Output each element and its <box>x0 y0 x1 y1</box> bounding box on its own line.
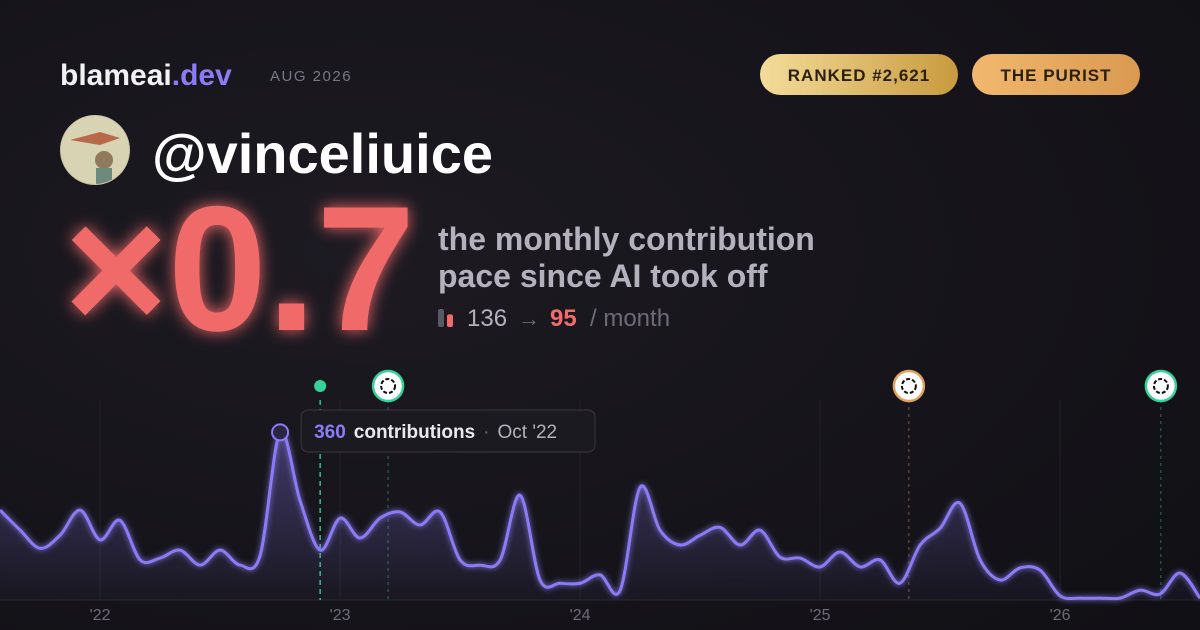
description: pace since AI took off <box>438 258 768 294</box>
event-dot <box>314 380 327 392</box>
pace-bar <box>438 309 444 327</box>
x-tick-label: '22 <box>90 607 111 624</box>
brand: blameai.dev <box>60 59 232 92</box>
after-value: 95 <box>550 305 577 332</box>
tooltip: 360 contributions · Oct '22 <box>314 422 557 443</box>
badge <box>760 54 958 95</box>
tooltip-unit: contributions <box>354 422 475 443</box>
highlight-point <box>271 423 290 442</box>
unit: / month <box>590 305 670 332</box>
contribution-chart: '22 '23 '24 '25 '26 360 contributions · Oct '22 <box>0 369 1200 624</box>
event-icon-glyph <box>900 378 917 394</box>
badge-label: RANKED #2,621 <box>788 66 930 85</box>
tooltip-date: Oct '22 <box>498 422 558 443</box>
handle: @vinceliuice <box>152 122 493 185</box>
tooltip-box <box>300 409 596 453</box>
event-icon <box>371 369 405 403</box>
tooltip-value: 360 <box>314 422 346 443</box>
brand-suffix: .dev <box>172 59 232 92</box>
pace: 136 → 95 / month <box>438 305 670 332</box>
brand-name: blameai <box>60 59 172 92</box>
avatar <box>60 115 130 185</box>
badge <box>972 54 1140 95</box>
event-icon <box>1144 369 1178 403</box>
x-tick-label: '23 <box>330 607 351 624</box>
event-icon-glyph <box>1152 378 1169 394</box>
area <box>0 431 1200 600</box>
arrow: → <box>518 306 540 331</box>
date: AUG 2026 <box>270 68 352 85</box>
description: the monthly contribution <box>438 221 815 257</box>
x-tick-label: '25 <box>810 607 831 624</box>
line <box>0 429 1200 601</box>
event-icon-glyph <box>380 378 397 394</box>
tooltip-sep: · <box>483 422 489 443</box>
event-icon <box>892 369 926 403</box>
x-tick-label: '24 <box>570 607 591 624</box>
badge-label: THE PURIST <box>1000 66 1111 85</box>
x-tick-label: '26 <box>1050 607 1071 624</box>
multiplier: ×0.7 <box>64 169 415 368</box>
before-value: 136 <box>467 305 507 332</box>
pace-bar <box>447 314 453 327</box>
